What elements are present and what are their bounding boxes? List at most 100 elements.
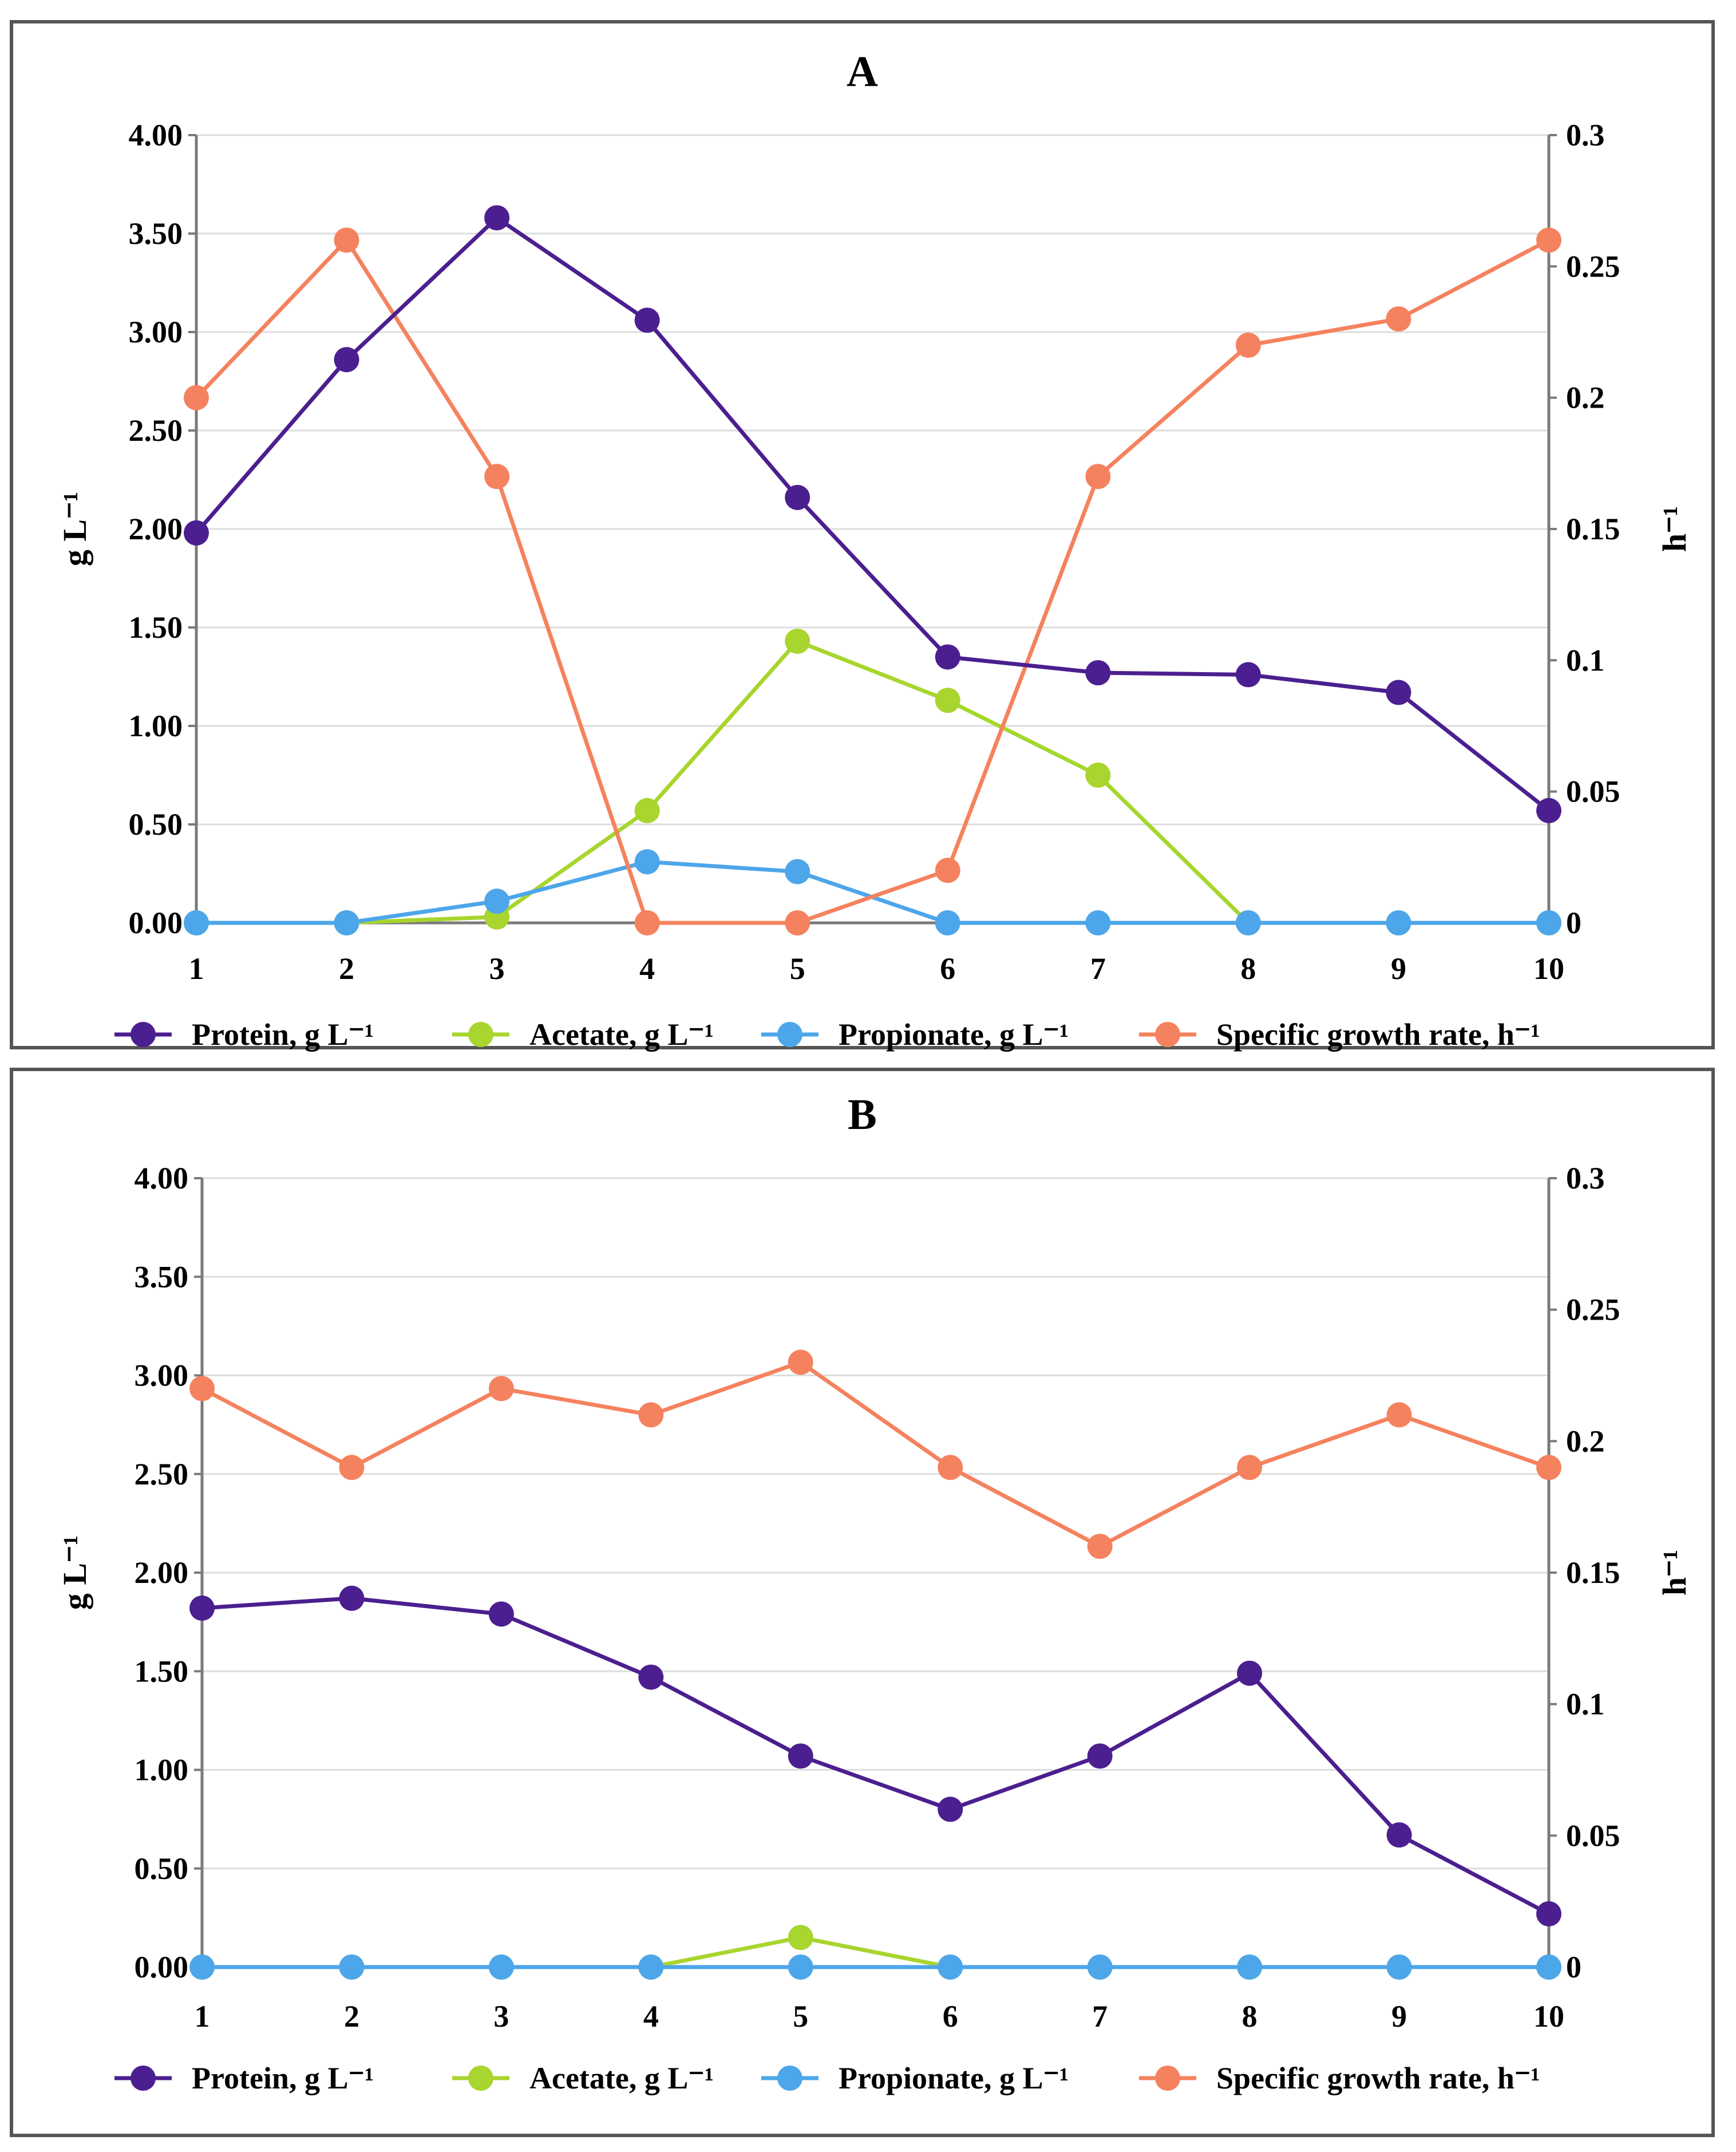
data-point [638,1664,664,1690]
x-tick-label: 2 [344,1999,359,2033]
legend-label: Propionate, g L⁻¹ [839,1017,1069,1052]
legend-swatch-marker [131,2066,156,2091]
legend-item: Propionate, g L⁻¹ [761,1017,1069,1052]
data-point [1386,680,1411,705]
y-right-tick-label: 0.1 [1566,1687,1605,1721]
y-left-tick-label: 4.00 [135,1161,189,1195]
x-tick-label: 2 [339,951,354,986]
data-point [788,1743,813,1769]
series-line-3 [195,238,1550,925]
y-left-tick-label: 3.00 [135,1359,189,1393]
x-tick-label: 8 [1240,951,1256,986]
y-left-axis-label: g L⁻¹ [56,1535,93,1610]
y-left-tick-label: 3.50 [135,1259,189,1294]
legend-swatch-marker [1155,1022,1180,1047]
data-point [1085,910,1111,935]
x-tick-label: 8 [1242,1999,1257,2033]
y-left-tick-label: 3.50 [129,216,183,251]
x-tick-label: 4 [639,951,655,986]
x-tick-label: 10 [1533,1999,1564,2033]
data-point [1085,464,1111,489]
data-point [339,1455,365,1480]
y-left-tick-label: 4.00 [129,118,183,152]
data-point [634,797,660,823]
y-left-tick-label: 1.00 [135,1753,189,1787]
data-point [339,1585,365,1611]
data-point [1085,660,1111,686]
legend-label: Propionate, g L⁻¹ [839,2061,1069,2095]
data-point [634,849,660,875]
x-tick-label: 6 [943,1999,958,2033]
y-right-tick-label: 0.05 [1566,775,1620,809]
chart-title: B [848,1091,877,1139]
legend-item: Propionate, g L⁻¹ [761,2061,1069,2095]
data-point [938,1954,963,1980]
data-point [1237,1660,1263,1686]
y-right-tick-label: 0.15 [1566,512,1620,546]
data-point [785,629,810,654]
data-point [1386,1402,1412,1428]
data-point [788,1925,813,1950]
data-point [1085,763,1111,788]
data-point [1235,910,1261,935]
data-point [339,1954,365,1980]
legend-item: Specific growth rate, h⁻¹ [1139,1017,1540,1052]
data-point [1386,1954,1412,1980]
data-point [935,688,960,713]
data-point [1386,910,1411,935]
data-point [1536,1901,1561,1926]
series-line-3 [201,1360,1550,1549]
data-point [638,1954,664,1980]
series-line-0 [201,1596,1550,1916]
x-tick-label: 9 [1391,1999,1407,2033]
data-point [634,307,660,333]
data-point [938,1455,963,1480]
panel-a: A 0.00 0.50 1.00 1.50 2.00 2.50 3.00 3.50 4.00 0 0.… [10,20,1715,1052]
data-point [488,1376,514,1401]
legend-label: Specific growth rate, h⁻¹ [1216,1017,1540,1052]
data-point [189,1954,215,1980]
x-tick-label: 4 [643,1999,659,2033]
x-tick-label: 10 [1533,951,1564,986]
data-point [334,227,359,253]
y-left-tick-label: 0.50 [129,807,183,842]
data-point [1235,662,1261,688]
legend-item: Protein, g L⁻¹ [114,1017,374,1052]
x-tick-label: 6 [940,951,955,986]
legend-item: Protein, g L⁻¹ [114,2061,374,2095]
data-point [1386,1822,1412,1848]
legend-item: Specific growth rate, h⁻¹ [1139,2061,1540,2095]
y-left-tick-label: 1.50 [129,610,183,645]
legend-item: Acetate, g L⁻¹ [452,2061,714,2095]
x-tick-label: 1 [195,1999,210,2033]
legend-swatch-marker [777,1022,802,1047]
y-left-tick-label: 1.50 [135,1654,189,1688]
data-point [938,1796,963,1822]
x-tick-label: 3 [493,1999,509,2033]
panel-frame [10,20,1715,1049]
y-left-axis-label: g L⁻¹ [56,492,93,566]
y-left-tick-label: 1.00 [129,709,183,743]
chart-title: A [847,48,878,96]
data-point [1386,306,1411,332]
y-left-tick-label: 2.00 [135,1555,189,1590]
x-tick-label: 7 [1092,1999,1108,2033]
data-point [334,347,359,373]
legend-label: Acetate, g L⁻¹ [529,1017,714,1052]
data-point [189,1376,215,1401]
x-tick-label: 1 [189,951,204,986]
y-right-tick-label: 0 [1566,906,1581,940]
data-point [788,1954,813,1980]
y-right-tick-label: 0.3 [1566,1161,1605,1195]
y-right-axis-label: h⁻¹ [1656,1550,1693,1596]
data-point [484,205,510,231]
data-point [785,910,810,935]
data-point [788,1349,813,1375]
data-point [638,1402,664,1428]
legend-swatch-marker [777,2066,802,2091]
data-point [785,484,810,510]
data-point [634,910,660,935]
panel-b: B 0.00 0.50 1.00 1.50 2.00 2.50 3.00 3.50 4.00 0 0.… [10,1068,1715,2137]
x-tick-label: 9 [1391,951,1406,986]
